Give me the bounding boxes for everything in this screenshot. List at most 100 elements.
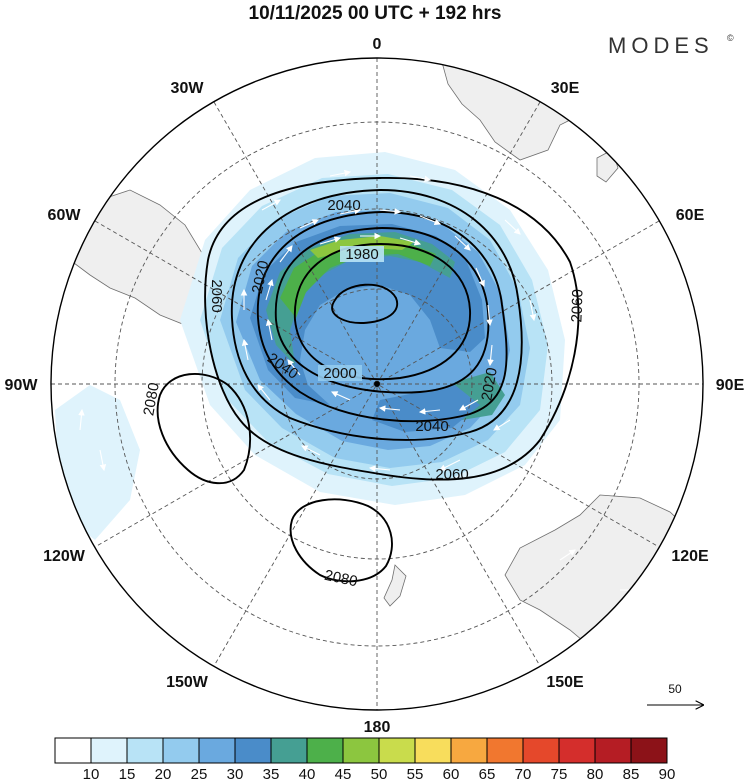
colorbar-cell xyxy=(522,737,560,764)
wind-arrow xyxy=(99,449,107,472)
wind-arrow xyxy=(261,199,281,211)
meridian-label-0: 0 xyxy=(373,36,382,53)
colorbar-label: 50 xyxy=(371,766,388,782)
colorbar-cell xyxy=(306,737,344,764)
wind-arrow xyxy=(599,631,620,641)
colorbar-cells xyxy=(54,737,668,764)
colorbar-cell xyxy=(126,737,164,764)
colorbar-cell xyxy=(450,737,488,764)
brand-logo: MODES xyxy=(608,33,714,58)
contour-2080-south xyxy=(289,498,393,583)
meridian-label-30w: 30W xyxy=(171,80,205,97)
land-new-zealand xyxy=(383,564,407,607)
colorbar-label: 75 xyxy=(551,766,568,782)
wind-arrow xyxy=(487,344,494,367)
contour-2040 xyxy=(231,189,523,441)
contour-label-2080-south: 2080 xyxy=(323,567,359,591)
colorbar-label: 40 xyxy=(299,766,316,782)
wind-arrow xyxy=(504,219,521,235)
colorbar-label: 30 xyxy=(227,766,244,782)
colorbar-label: 25 xyxy=(191,766,208,782)
wind-arrow xyxy=(241,338,249,361)
wind-arrow xyxy=(287,359,301,376)
meridian-label-150e: 150E xyxy=(546,674,584,691)
colorbar: 10 15 20 25 30 35 40 45 50 55 60 65 70 75 80 85 90 xyxy=(54,737,676,782)
wind-arrow xyxy=(419,215,442,226)
colorbar-cell xyxy=(594,737,632,764)
wind-arrow xyxy=(475,267,485,288)
wind-arrow xyxy=(459,399,479,411)
colorbar-cell xyxy=(486,737,524,764)
wind-arrow xyxy=(399,237,422,246)
meridian-label-120w: 120W xyxy=(43,548,86,565)
contour-2080-west xyxy=(156,373,251,485)
colorbar-label: 35 xyxy=(263,766,280,782)
meridian-labels: 0 30W 30E 60W 60E 90W 90E 120W 120E 150W… xyxy=(5,36,745,736)
contour-label-2040-north: 2040 xyxy=(327,197,360,214)
wind-arrow xyxy=(559,549,576,561)
wind-arrow xyxy=(329,169,352,177)
south-pole-marker xyxy=(374,381,380,387)
colorbar-label: 10 xyxy=(83,766,100,782)
meridian-label-90e: 90E xyxy=(716,377,745,394)
contour-label-2020-west: 2020 xyxy=(249,259,273,295)
colorbar-label: 55 xyxy=(407,766,424,782)
contour-2020 xyxy=(257,211,508,423)
colorbar-cell xyxy=(342,737,380,764)
brand-copyright: © xyxy=(727,33,734,43)
contour-label-2000: 2000 xyxy=(323,365,356,382)
colorbar-cell xyxy=(90,737,128,764)
colorbar-labels: 10 15 20 25 30 35 40 45 50 55 60 65 70 75 80 85 90 xyxy=(83,766,676,782)
wind-arrow xyxy=(265,278,274,301)
shade-band-west-sector xyxy=(55,385,140,540)
wind-arrow xyxy=(486,304,493,327)
wind-arrow xyxy=(265,318,273,341)
colorbar-cell xyxy=(414,737,452,764)
meridian-label-120e: 120E xyxy=(671,548,709,565)
colorbar-cell xyxy=(234,737,272,764)
meridian-label-30e: 30E xyxy=(551,80,580,97)
shade-band-45 xyxy=(280,240,436,318)
colorbar-label: 65 xyxy=(479,766,496,782)
contour-2000 xyxy=(274,227,490,394)
colorbar-cell xyxy=(558,737,596,764)
wind-arrow xyxy=(279,245,293,263)
contour-label-2060-west: 2060 xyxy=(208,279,225,312)
colorbar-cell xyxy=(378,737,416,764)
colorbar-cell xyxy=(162,737,200,764)
wind-arrow xyxy=(368,465,391,472)
meridian-label-180: 180 xyxy=(364,719,391,736)
wind-arrow xyxy=(454,235,471,251)
wind-arrow xyxy=(379,208,402,215)
meridian-label-60e: 60E xyxy=(676,207,705,224)
reference-vector-label: 50 xyxy=(668,682,682,696)
contour-2060 xyxy=(204,177,580,481)
wind-arrow xyxy=(301,445,321,456)
wind-arrow xyxy=(418,408,441,415)
contour-label-2080-west: 2080 xyxy=(140,381,163,417)
wind-arrow xyxy=(339,207,362,215)
colorbar-cell xyxy=(630,737,668,764)
contour-label-2020-east: 2020 xyxy=(478,366,501,402)
contour-labels: 1980 2000 2020 2020 2040 2040 2040 2060 … xyxy=(140,197,586,590)
wind-arrow xyxy=(330,391,351,401)
colorbar-cell xyxy=(198,737,236,764)
wind-arrow xyxy=(493,419,511,431)
meridian-label-90w: 90W xyxy=(5,377,39,394)
wind-arrow xyxy=(409,175,432,183)
colorbar-label: 45 xyxy=(335,766,352,782)
colorbar-label: 80 xyxy=(587,766,604,782)
colorbar-cell xyxy=(270,737,308,764)
height-contours xyxy=(156,177,580,583)
colorbar-label: 70 xyxy=(515,766,532,782)
map-title: 10/11/2025 00 UTC + 192 hrs xyxy=(249,3,502,24)
wind-arrow xyxy=(78,408,85,431)
contour-label-2060-east: 2060 xyxy=(568,289,586,323)
wind-arrow xyxy=(378,405,401,412)
wind-arrow xyxy=(319,236,342,245)
wind-arrow xyxy=(257,384,271,401)
contour-label-2060-south: 2060 xyxy=(435,466,468,483)
colorbar-label: 85 xyxy=(623,766,640,782)
reference-vector: 50 xyxy=(647,682,703,705)
